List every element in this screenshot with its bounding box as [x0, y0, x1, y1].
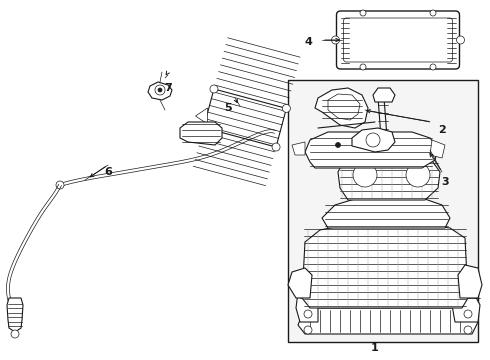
Circle shape: [155, 85, 165, 95]
Circle shape: [366, 133, 380, 147]
Circle shape: [158, 88, 162, 92]
Text: 7: 7: [164, 83, 172, 93]
Polygon shape: [322, 198, 450, 228]
Text: 4: 4: [304, 37, 312, 47]
Polygon shape: [315, 88, 368, 128]
Circle shape: [377, 147, 393, 163]
Polygon shape: [196, 108, 207, 124]
Text: 5: 5: [224, 103, 232, 113]
Polygon shape: [328, 94, 360, 120]
Circle shape: [430, 10, 436, 16]
Circle shape: [457, 36, 465, 44]
Polygon shape: [305, 132, 438, 168]
Bar: [288, 80, 478, 342]
Circle shape: [199, 123, 208, 132]
Polygon shape: [7, 298, 23, 332]
Circle shape: [392, 147, 408, 163]
Polygon shape: [430, 140, 445, 158]
Polygon shape: [302, 225, 468, 308]
Circle shape: [360, 64, 366, 70]
Circle shape: [353, 163, 377, 187]
Polygon shape: [373, 88, 395, 102]
Circle shape: [11, 330, 19, 338]
Circle shape: [56, 181, 64, 189]
FancyBboxPatch shape: [337, 11, 460, 69]
Polygon shape: [458, 265, 482, 298]
Circle shape: [464, 310, 472, 318]
Polygon shape: [338, 150, 440, 200]
Circle shape: [430, 64, 436, 70]
Circle shape: [272, 143, 280, 151]
Polygon shape: [296, 288, 318, 322]
Polygon shape: [452, 288, 480, 322]
Text: 6: 6: [104, 167, 112, 177]
Circle shape: [336, 143, 341, 148]
Circle shape: [406, 163, 430, 187]
Polygon shape: [148, 82, 172, 100]
Circle shape: [210, 85, 218, 93]
Circle shape: [304, 310, 312, 318]
Circle shape: [360, 10, 366, 16]
FancyBboxPatch shape: [343, 18, 452, 62]
Polygon shape: [288, 268, 312, 298]
Polygon shape: [352, 128, 395, 152]
Polygon shape: [180, 122, 222, 145]
Text: 3: 3: [441, 177, 449, 187]
Text: 1: 1: [371, 343, 379, 353]
Circle shape: [304, 326, 312, 334]
Text: 2: 2: [438, 125, 446, 135]
Circle shape: [282, 104, 291, 112]
Circle shape: [464, 326, 472, 334]
Polygon shape: [204, 89, 286, 147]
Polygon shape: [292, 142, 305, 155]
Polygon shape: [298, 308, 478, 334]
Circle shape: [332, 36, 340, 44]
